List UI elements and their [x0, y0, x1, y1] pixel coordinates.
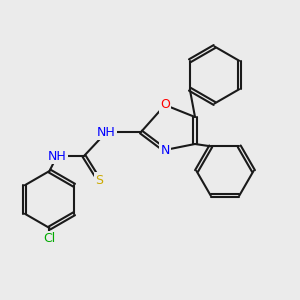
Text: NH: NH: [48, 149, 66, 163]
Text: S: S: [95, 173, 103, 187]
Text: N: N: [160, 143, 170, 157]
Text: Cl: Cl: [44, 232, 56, 245]
Text: NH: NH: [97, 125, 116, 139]
Text: O: O: [160, 98, 170, 112]
